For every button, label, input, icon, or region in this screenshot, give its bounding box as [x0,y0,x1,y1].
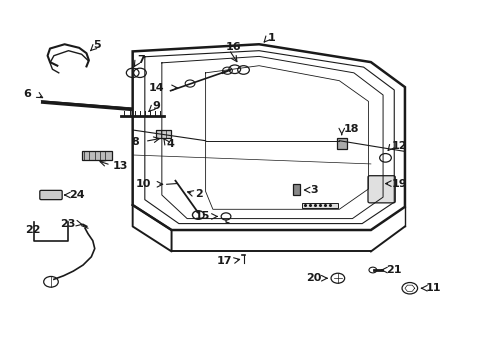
Text: 2: 2 [195,189,202,199]
Text: 5: 5 [93,40,100,50]
Text: 21: 21 [386,265,401,275]
Text: 1: 1 [267,33,275,43]
Text: 16: 16 [225,42,241,52]
Text: 6: 6 [23,89,31,99]
Text: 9: 9 [152,102,160,111]
Text: 12: 12 [390,141,406,151]
Text: 18: 18 [344,124,359,134]
FancyBboxPatch shape [40,190,62,200]
Text: 14: 14 [148,83,164,93]
FancyBboxPatch shape [367,176,394,203]
Text: 3: 3 [310,185,318,195]
Text: 10: 10 [136,179,151,189]
Text: 23: 23 [60,219,75,229]
Text: 8: 8 [131,138,139,148]
FancyBboxPatch shape [156,130,170,138]
Text: 7: 7 [137,55,145,65]
FancyBboxPatch shape [292,184,300,195]
FancyBboxPatch shape [336,138,346,149]
Text: 22: 22 [25,225,40,235]
Text: 19: 19 [390,179,406,189]
FancyBboxPatch shape [301,203,338,208]
Text: 4: 4 [166,139,174,149]
Text: 17: 17 [216,256,232,266]
Text: 20: 20 [305,273,321,283]
FancyBboxPatch shape [81,151,112,160]
Text: 15: 15 [195,211,210,221]
Text: 13: 13 [112,161,127,171]
Text: 24: 24 [69,190,85,200]
Text: 11: 11 [425,283,440,293]
